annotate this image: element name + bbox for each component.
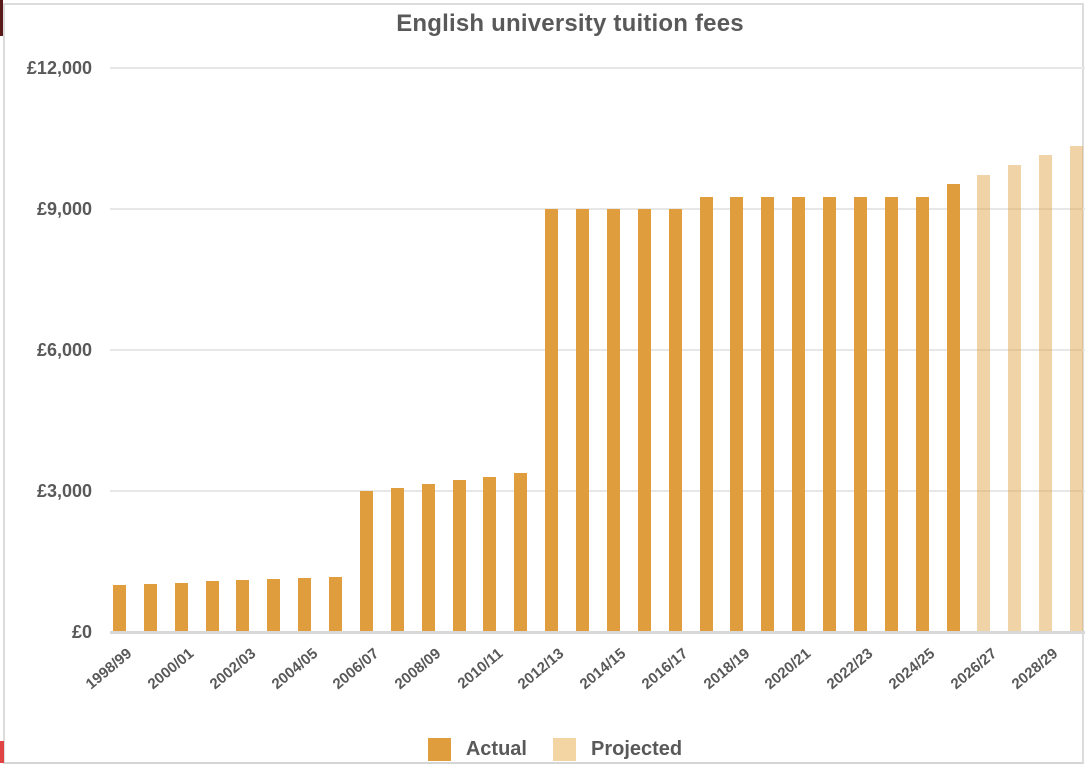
y-axis-tick-label: £12,000	[26, 58, 92, 78]
bar-2002-03-actual	[236, 580, 250, 632]
legend-label: Projected	[590, 737, 683, 760]
bar-1999-00-actual	[143, 583, 157, 632]
bar-2004-05-actual	[298, 577, 312, 632]
bar-2014-15-actual	[606, 209, 620, 632]
bar-2011-12-actual	[514, 473, 528, 632]
bar-2006-07-actual	[359, 491, 373, 632]
bar-2005-06-actual	[329, 576, 343, 632]
bar-2019-20-actual	[761, 197, 775, 632]
bar-2015-16-actual	[637, 209, 651, 632]
chart-frame	[3, 3, 1084, 764]
bar-2022-23-actual	[853, 197, 867, 632]
bar-1998-99-actual	[113, 585, 126, 632]
bar-2021-22-actual	[823, 197, 837, 632]
bar-2027-28-projected	[1008, 165, 1022, 632]
bar-2025-26-actual	[946, 183, 960, 632]
gridline-9000	[110, 208, 1085, 210]
bar-2008-09-actual	[421, 484, 435, 632]
bar-2000-01-actual	[174, 582, 188, 632]
legend-swatch-icon	[427, 737, 451, 761]
bar-2001-02-actual	[205, 581, 219, 632]
y-axis-tick-label: £6,000	[36, 340, 92, 360]
left-edge-bottom-mark	[0, 741, 4, 763]
bar-2018-19-actual	[730, 197, 744, 632]
bar-2023-24-actual	[884, 197, 898, 632]
legend-swatch-icon	[552, 737, 576, 761]
gridline-6000	[110, 349, 1085, 351]
gridline-3000	[110, 490, 1085, 492]
bar-2016-17-actual	[668, 209, 682, 632]
chart-legend: Actual Projected	[0, 735, 1090, 763]
gridline-12000	[110, 67, 1085, 69]
bar-2029-30-projected	[1070, 145, 1083, 632]
chart-title: English university tuition fees	[396, 10, 744, 37]
bar-2024-25-actual	[915, 197, 929, 632]
gridline-0	[110, 631, 1085, 634]
bar-2003-04-actual	[267, 579, 281, 632]
bar-2009-10-actual	[452, 480, 466, 632]
legend-item-actual: Actual	[427, 737, 527, 761]
y-axis-tick-label: £3,000	[36, 481, 92, 501]
left-edge-top-mark	[0, 0, 3, 36]
y-axis-tick-label: £0	[71, 622, 92, 642]
bar-2017-18-actual	[699, 197, 713, 632]
bar-2028-29-projected	[1039, 155, 1053, 632]
y-axis-tick-label: £9,000	[36, 199, 92, 219]
bar-2007-08-actual	[390, 487, 404, 632]
bar-2026-27-projected	[977, 174, 991, 632]
bar-2010-11-actual	[483, 477, 497, 632]
bar-2020-21-actual	[792, 197, 806, 632]
bar-2013-14-actual	[576, 209, 590, 632]
legend-label: Actual	[465, 737, 527, 760]
legend-item-projected: Projected	[552, 737, 683, 761]
bar-2012-13-actual	[545, 209, 559, 632]
